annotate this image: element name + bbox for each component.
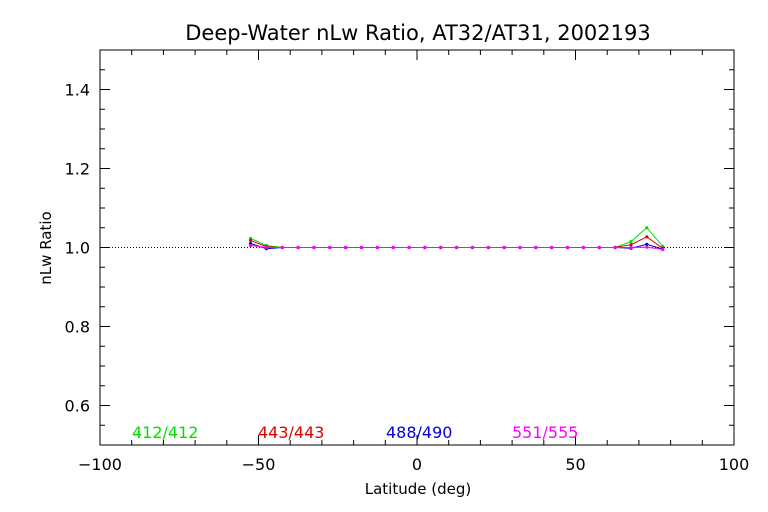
data-point [613, 245, 617, 250]
tick-labels: −100 −50 0 50 100 0.6 0.8 1.0 1.2 1.4 [65, 81, 750, 475]
data-point [344, 245, 348, 250]
data-point [407, 245, 411, 250]
y-axis-label: nLw Ratio [37, 211, 55, 284]
x-axis-label: Latitude (deg) [365, 480, 471, 498]
data-point [502, 245, 506, 250]
series-group [248, 226, 665, 252]
data-point [597, 245, 601, 250]
data-point [534, 245, 538, 250]
y-tick-label: 1.4 [65, 81, 90, 100]
legend-entry: 488/490 [386, 423, 452, 442]
data-point [248, 243, 253, 248]
series-line [250, 226, 664, 248]
data-point [296, 245, 300, 250]
data-point [375, 245, 379, 250]
data-point [455, 245, 459, 250]
legend-entry: 443/443 [258, 423, 324, 442]
data-point [645, 235, 649, 239]
y-tick-label: 1.2 [65, 160, 90, 179]
y-tick-label: 0.6 [65, 397, 90, 416]
data-point [661, 247, 665, 252]
axis-ticks [99, 49, 735, 446]
x-tick-label: −100 [78, 455, 122, 474]
x-tick-label: −50 [242, 455, 276, 474]
data-point [645, 242, 649, 246]
data-point [581, 245, 586, 250]
data-point [423, 245, 427, 250]
data-point [264, 245, 269, 250]
y-tick-label: 0.8 [65, 318, 90, 337]
x-tick-label: 50 [565, 455, 585, 474]
data-point [248, 238, 253, 242]
x-tick-label: 0 [412, 455, 422, 474]
legend-entry: 551/555 [512, 423, 578, 442]
data-point [439, 245, 443, 250]
data-point [629, 243, 633, 247]
data-point [518, 245, 522, 250]
x-tick-label: 100 [719, 455, 750, 474]
data-point [391, 245, 395, 250]
data-point [359, 245, 364, 250]
y-tick-label: 1.0 [65, 239, 90, 258]
data-point [470, 245, 475, 250]
data-point [280, 245, 284, 250]
data-point [565, 245, 570, 250]
legend: 412/412 443/443 488/490 551/555 [132, 423, 578, 442]
chart-title: Deep-Water nLw Ratio, AT32/AT31, 2002193 [185, 21, 650, 45]
data-point [328, 245, 332, 250]
data-point [629, 245, 633, 250]
data-point [550, 245, 554, 250]
data-point [486, 245, 490, 250]
legend-entry: 412/412 [132, 423, 198, 442]
data-point [629, 239, 633, 244]
data-point [645, 245, 649, 249]
data-point [645, 226, 649, 230]
data-point [312, 245, 316, 250]
